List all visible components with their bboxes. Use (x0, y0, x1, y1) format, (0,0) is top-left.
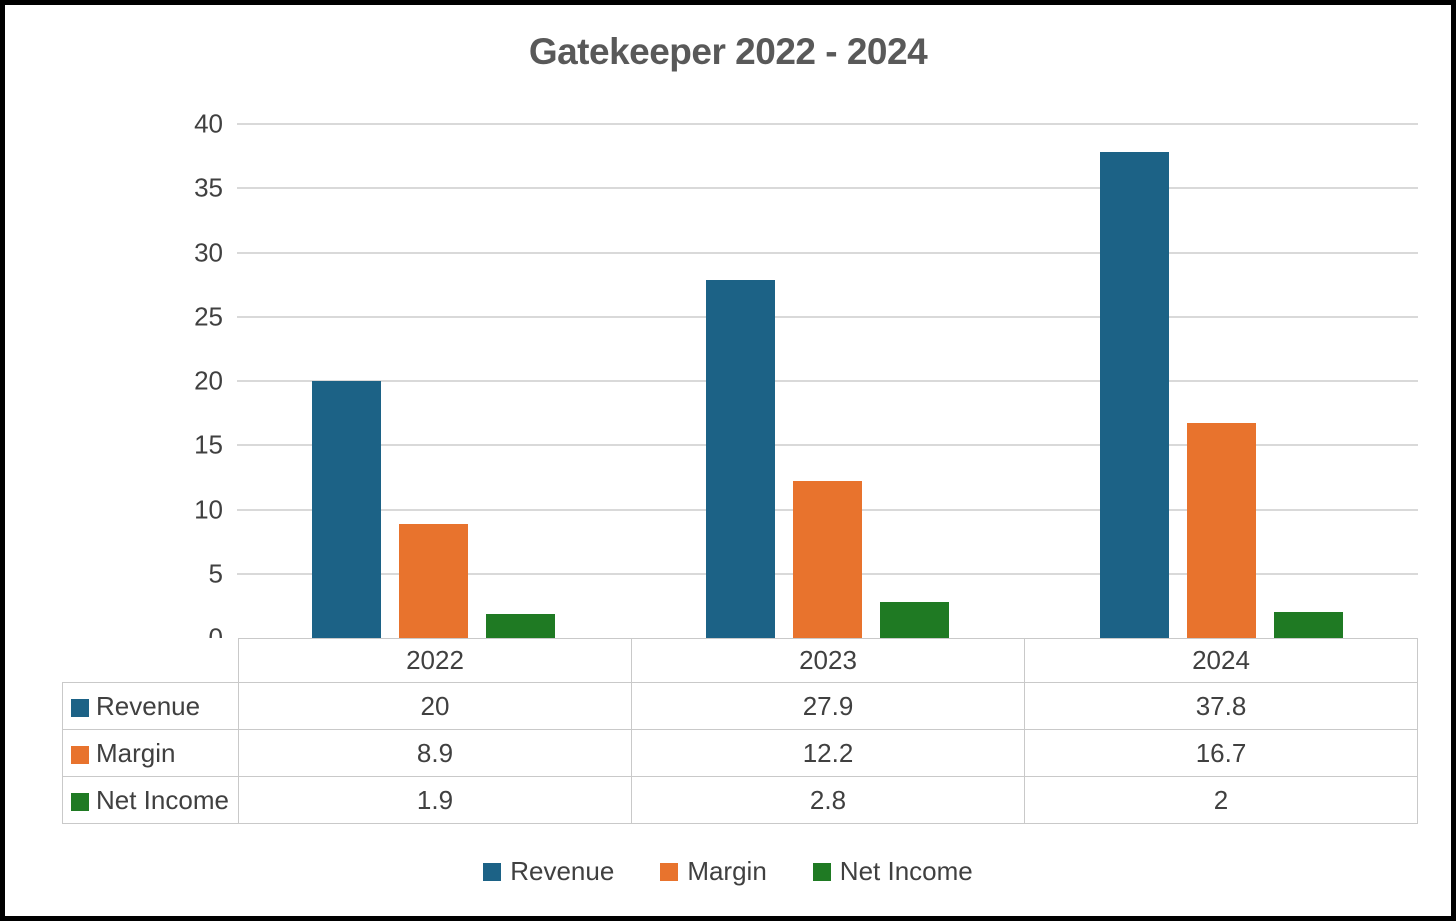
y-axis-tick-label: 5 (208, 558, 223, 589)
plot-area (237, 123, 1418, 638)
gridline (237, 251, 1418, 254)
bar-margin-2022 (399, 523, 469, 638)
y-axis-tick-label: 40 (194, 108, 223, 139)
legend-label: Revenue (510, 856, 615, 886)
table-row-margin: Margin 8.9 12.2 16.7 (62, 729, 1418, 777)
table-value-cell: 27.9 (631, 682, 1025, 730)
bar-group-2022 (237, 124, 631, 638)
table-value-cell: 2 (1024, 776, 1418, 824)
bar-net-income-2024 (1273, 612, 1343, 638)
gridline (237, 187, 1418, 190)
revenue-swatch-icon (71, 698, 89, 717)
margin-swatch-icon (71, 745, 89, 764)
table-series-label-cell: Net Income (62, 776, 239, 824)
legend: Revenue Margin Net Income (5, 856, 1451, 887)
gridline (237, 315, 1418, 318)
y-axis-tick-label: 30 (194, 237, 223, 267)
y-axis-tick-label: 15 (194, 429, 223, 460)
bar-revenue-2024 (1099, 152, 1169, 638)
table-value-cell: 8.9 (238, 729, 632, 777)
series-name: Net Income (96, 784, 229, 815)
chart-title: Gatekeeper 2022 - 2024 (528, 31, 928, 72)
margin-legend-swatch-icon (660, 862, 679, 881)
table-series-label-cell: Revenue (62, 682, 239, 730)
table-value-cell: 16.7 (1024, 729, 1418, 777)
table-category-header: 2024 (1024, 638, 1418, 683)
y-axis-tick-label: 25 (194, 301, 223, 332)
legend-label: Net Income (839, 856, 973, 886)
table-series-label-cell: Margin (62, 729, 239, 777)
bar-margin-2023 (793, 481, 862, 638)
table-row-net-income: Net Income 1.9 2.8 2 (62, 776, 1418, 824)
table-corner-cell (63, 639, 239, 683)
bar-groups (237, 124, 1418, 638)
series-name: Margin (96, 737, 176, 768)
data-table: 2022 2023 2024 Revenue 20 27.9 37.8 Margin 8.9 12… (62, 638, 1418, 824)
y-axis: 0510152025303540 (5, 109, 223, 653)
bar-revenue-2023 (706, 279, 775, 638)
table-value-cell: 37.8 (1024, 682, 1418, 730)
gridline (237, 380, 1418, 382)
y-axis-tick-label: 10 (194, 494, 223, 524)
bar-group-2023 (631, 124, 1025, 638)
net-income-swatch-icon (71, 792, 89, 811)
legend-label: Margin (687, 856, 767, 886)
legend-item-net-income: Net Income (812, 856, 973, 887)
net-income-legend-swatch-icon (812, 862, 831, 881)
table-value-cell: 12.2 (631, 729, 1025, 777)
series-name: Revenue (96, 690, 201, 721)
table-row-revenue: Revenue 20 27.9 37.8 (62, 682, 1418, 730)
table-value-cell: 2.8 (631, 776, 1025, 824)
table-category-header: 2023 (631, 638, 1025, 683)
table-value-cell: 1.9 (238, 776, 632, 824)
y-axis-tick-label: 35 (194, 172, 223, 203)
bar-revenue-2022 (312, 381, 382, 638)
table-category-header: 2022 (238, 638, 632, 683)
gridline (237, 444, 1418, 447)
legend-item-revenue: Revenue (483, 856, 614, 887)
bar-group-2024 (1024, 124, 1418, 638)
legend-item-margin: Margin (660, 856, 767, 887)
bar-margin-2024 (1186, 423, 1256, 638)
bar-net-income-2022 (486, 613, 556, 638)
table-value-cell: 20 (238, 682, 632, 730)
gridline (237, 123, 1418, 125)
y-axis-tick-label: 20 (194, 365, 223, 396)
revenue-legend-swatch-icon (483, 862, 502, 881)
bar-net-income-2023 (880, 602, 949, 638)
